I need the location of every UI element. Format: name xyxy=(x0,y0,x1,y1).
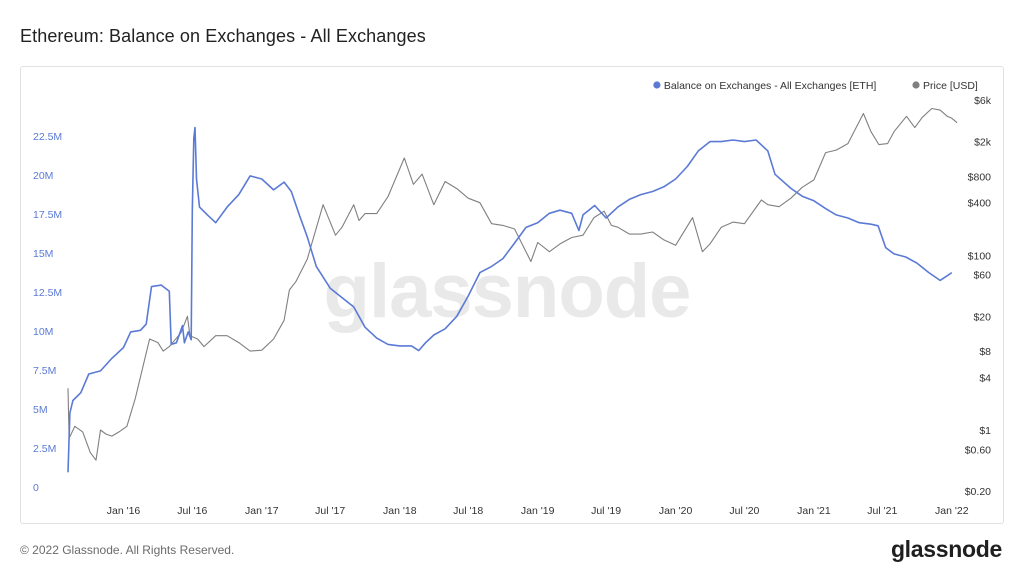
right-tick-label: $1 xyxy=(979,425,991,437)
right-tick-label: $100 xyxy=(968,250,992,262)
right-tick-label: $0.60 xyxy=(965,444,991,456)
left-tick-label: 2.5M xyxy=(33,443,56,455)
page-title: Ethereum: Balance on Exchanges - All Exc… xyxy=(20,26,426,46)
left-tick-label: 5M xyxy=(33,404,48,416)
right-tick-label: $60 xyxy=(973,270,991,282)
legend-label[interactable]: Balance on Exchanges - All Exchanges [ET… xyxy=(664,80,877,92)
x-tick-label: Jul '16 xyxy=(177,505,207,517)
right-tick-label: $8 xyxy=(979,346,991,358)
left-tick-label: 10M xyxy=(33,326,53,338)
right-tick-label: $800 xyxy=(968,171,992,183)
left-tick-label: 15M xyxy=(33,248,53,260)
x-tick-label: Jan '20 xyxy=(659,505,693,517)
left-tick-label: 7.5M xyxy=(33,365,56,377)
price-series-line xyxy=(67,107,958,461)
right-tick-label: $4 xyxy=(979,372,991,384)
right-tick-label: $20 xyxy=(973,311,991,323)
x-tick-label: Jan '19 xyxy=(521,505,555,517)
x-tick-label: Jan '17 xyxy=(245,505,279,517)
glassnode-logo[interactable]: glassnode xyxy=(890,536,1002,562)
series-group xyxy=(67,107,958,473)
chart-legend: Price [USD] Balance on Exchanges - All Ex… xyxy=(653,80,978,92)
right-tick-label: $400 xyxy=(968,198,992,210)
copyright-text: © 2022 Glassnode. All Rights Reserved. xyxy=(20,543,235,557)
x-tick-label: Jan '18 xyxy=(383,505,417,517)
right-tick-label: $2k xyxy=(974,137,992,149)
left-tick-label: 22.5M xyxy=(33,131,62,143)
balance-series-line xyxy=(67,126,953,473)
left-tick-label: 20M xyxy=(33,170,53,182)
right-axis: $0.20 $0.60 $1 $4 $8 $20 $60 $100 $400 $800 $2k $6k xyxy=(965,95,992,498)
x-tick-label: Jan '16 xyxy=(107,505,141,517)
legend-label[interactable]: Price [USD] xyxy=(923,80,978,92)
x-tick-label: Jul '20 xyxy=(729,505,759,517)
left-tick-label: 17.5M xyxy=(33,209,62,221)
watermark: glassnode xyxy=(324,249,691,334)
x-tick-label: Jan '22 xyxy=(935,505,969,517)
right-tick-label: $6k xyxy=(974,95,992,107)
left-axis: 0 2.5M 5M 7.5M 10M 12.5M 15M 17.5M 20M 22.5M xyxy=(33,131,62,494)
right-tick-label: $0.20 xyxy=(965,486,991,498)
x-tick-label: Jan '21 xyxy=(797,505,831,517)
legend-marker xyxy=(653,81,661,89)
legend-marker xyxy=(912,81,920,89)
x-tick-label: Jul '17 xyxy=(315,505,345,517)
left-tick-label: 12.5M xyxy=(33,287,62,299)
chart-frame: glassnode Price [USD] Balance on Exchange… xyxy=(20,66,1004,524)
x-tick-label: Jul '21 xyxy=(867,505,897,517)
x-axis: Jan '16 Jul '16 Jan '17 Jul '17 Jan '18 Jul '… xyxy=(107,505,969,517)
x-tick-label: Jul '18 xyxy=(453,505,483,517)
left-tick-label: 0 xyxy=(33,482,39,494)
x-tick-label: Jul '19 xyxy=(591,505,621,517)
balance-price-chart[interactable]: glassnode Price [USD] Balance on Exchange… xyxy=(21,67,1005,525)
